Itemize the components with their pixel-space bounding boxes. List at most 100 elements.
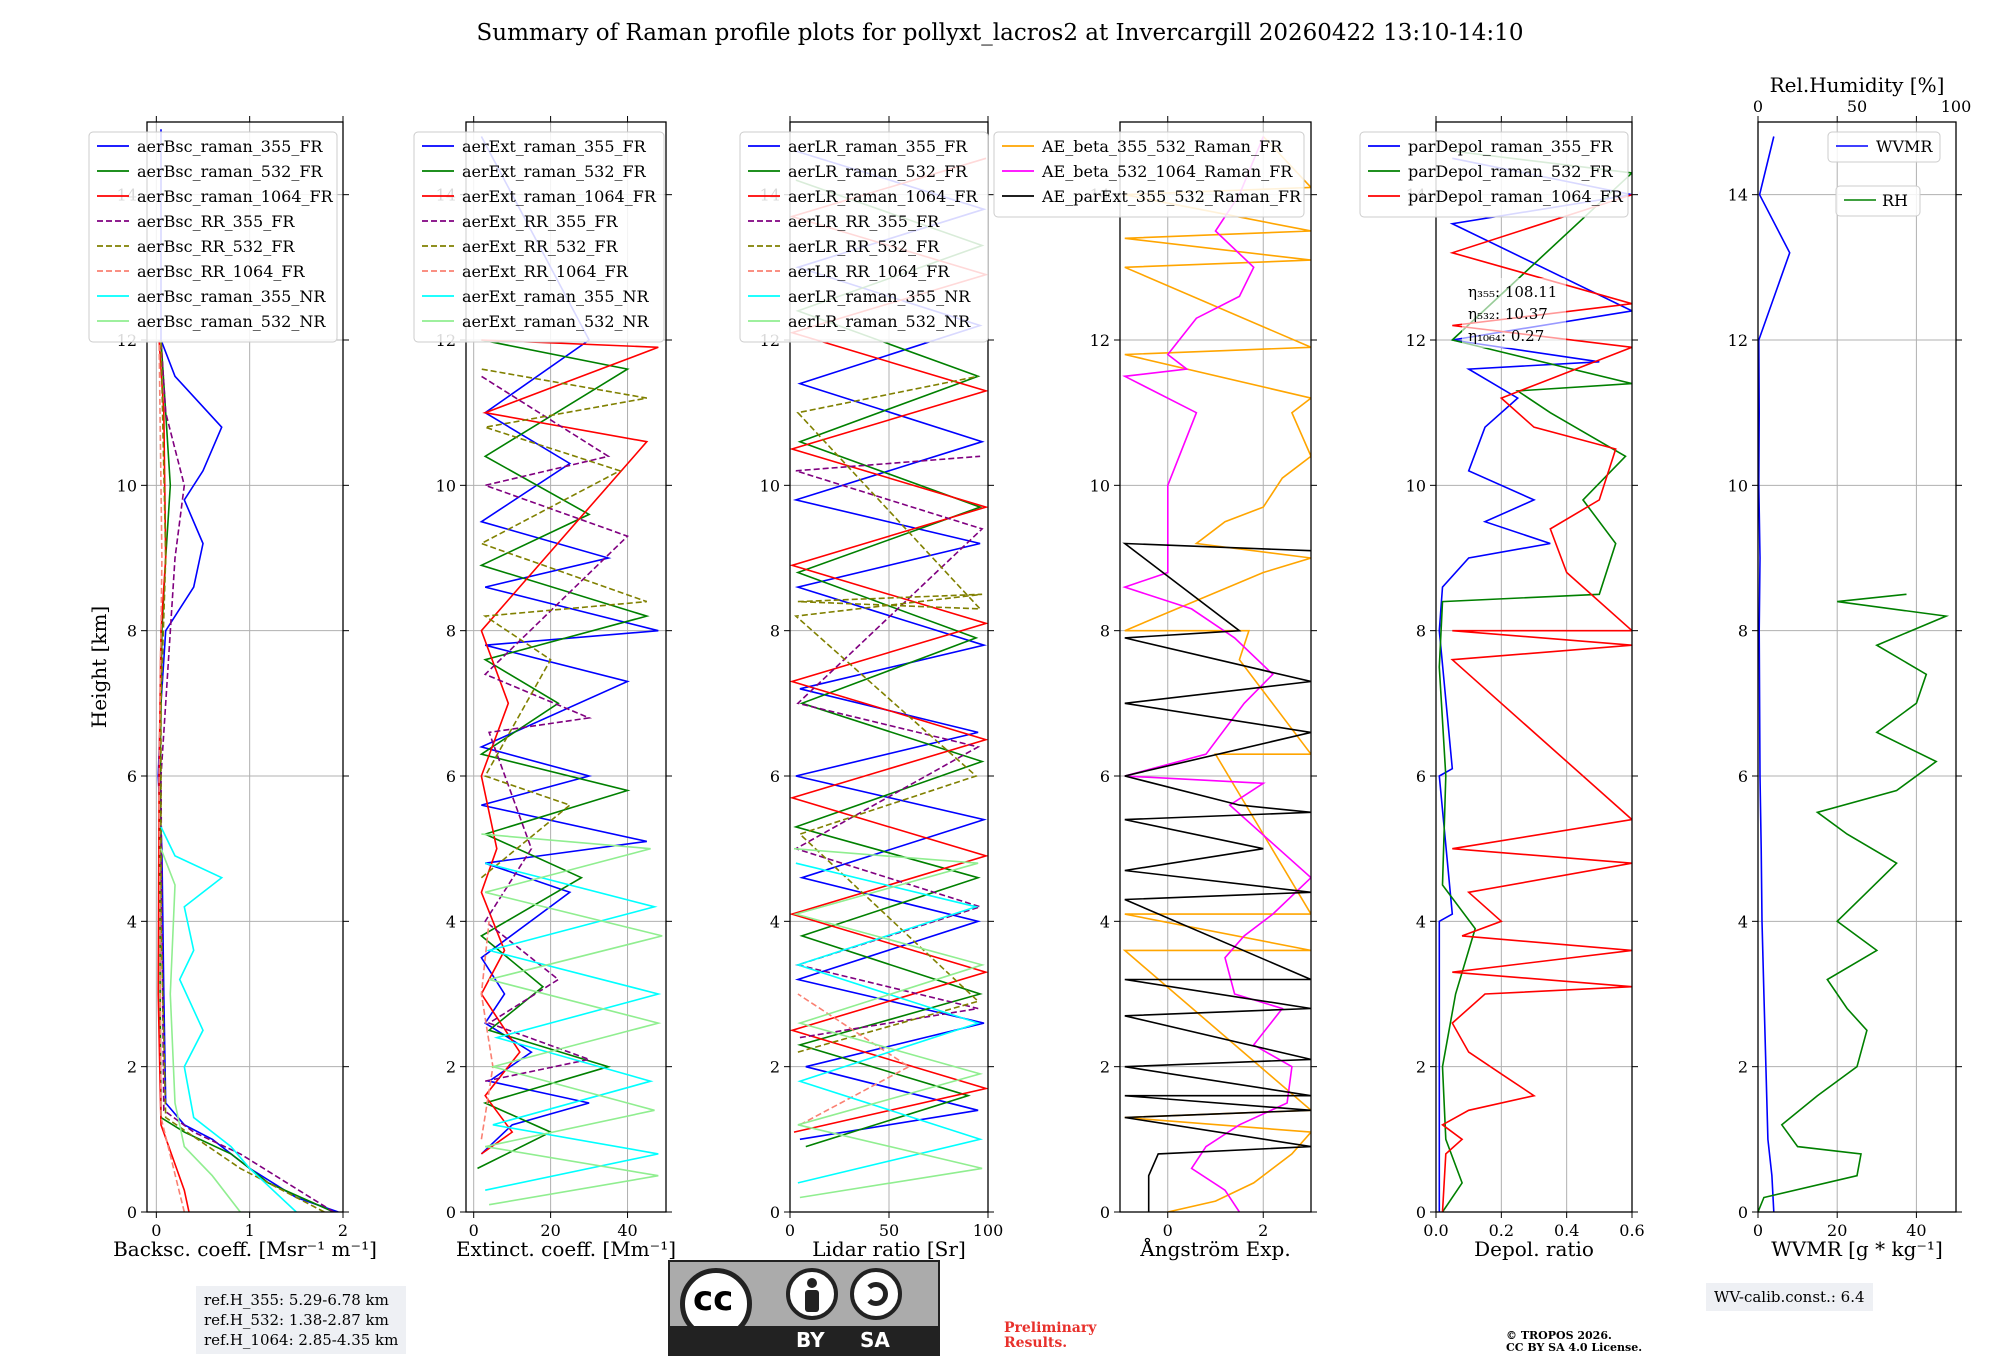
y-tick-label: 6 — [1100, 767, 1110, 786]
top-tick-label: 50 — [1847, 97, 1867, 116]
y-tick-label: 0 — [1100, 1203, 1110, 1222]
legend-label: aerLR_raman_532_NR — [788, 312, 971, 331]
x-tick-label: 0.6 — [1619, 1221, 1644, 1240]
eta-label: η₅₃₂: 10.37 — [1468, 305, 1548, 323]
ref-height-532: ref.H_532: 1.38-2.87 km — [204, 1311, 389, 1329]
y-tick-label: 2 — [1100, 1058, 1110, 1077]
legend-label: aerBsc_raman_532_NR — [137, 312, 326, 331]
y-tick-label: 2 — [446, 1058, 456, 1077]
y-tick-label: 10 — [436, 476, 456, 495]
series-aerExt_RR_532_FR — [479, 368, 648, 879]
series-aerBsc_RR_1064_FR — [158, 339, 186, 1212]
series-aerBsc_raman_355_NR — [160, 826, 297, 1212]
series-aerLR_raman_532_NR — [792, 847, 985, 1199]
legend-label: aerBsc_RR_1064_FR — [137, 262, 306, 281]
x-tick-label: 40 — [1906, 1221, 1926, 1240]
y-tick-label: 10 — [1406, 476, 1426, 495]
legend: aerExt_raman_355_FR aerExt_raman_532_FRae… — [413, 131, 665, 343]
y-tick-label: 12 — [1090, 331, 1110, 350]
x-tick-label: 50 — [879, 1221, 899, 1240]
x-axis-label: WVMR [g * kg⁻¹] — [1771, 1237, 1943, 1261]
x-tick-label: 0 — [785, 1221, 795, 1240]
eta-label: η₃₅₅: 108.11 — [1468, 283, 1557, 301]
legend-label: aerLR_RR_355_FR — [788, 212, 940, 231]
y-tick-label: 4 — [1738, 912, 1748, 931]
y-tick-label: 10 — [1728, 476, 1748, 495]
copyright-note: © TROPOS 2026. CC BY SA 4.0 License. — [1506, 1329, 1643, 1354]
y-tick-label: 6 — [1738, 767, 1748, 786]
y-tick-label: 4 — [1416, 912, 1426, 931]
y-tick-label: 4 — [1100, 912, 1110, 931]
legend-label: aerExt_raman_532_FR — [462, 162, 647, 181]
legend-label: aerLR_RR_532_FR — [788, 237, 940, 256]
legend-label: aerExt_raman_532_NR — [462, 312, 650, 331]
x-tick-label: 0 — [469, 1221, 479, 1240]
x-axis-label: Lidar ratio [Sr] — [812, 1237, 966, 1261]
axes-frame — [1119, 121, 1312, 1213]
sa-share-alike-icon — [850, 1268, 902, 1320]
y-tick-label: 0 — [1738, 1203, 1748, 1222]
series-aerLR_RR_355_FR — [793, 455, 984, 1039]
y-tick-label: 0 — [127, 1203, 137, 1222]
legend-label: aerBsc_RR_355_FR — [137, 212, 295, 231]
x-tick-label: 1 — [245, 1221, 255, 1240]
legend-box — [1835, 185, 1921, 217]
eta-box — [1462, 278, 1566, 348]
series-aerExt_raman_355_NR — [485, 862, 662, 1191]
eta-label: η₁₀₆₄: 0.27 — [1468, 327, 1544, 345]
x-tick-label: 40 — [617, 1221, 637, 1240]
x-axis-label: Backsc. coeff. [Msr⁻¹ m⁻¹] — [113, 1237, 377, 1261]
legend: WVMR RH — [1827, 131, 1941, 217]
legend-label: AE_parExt_355_532_Raman_FR — [1041, 187, 1302, 206]
x-tick-label: 0.4 — [1554, 1221, 1579, 1240]
y-tick-label: 4 — [446, 912, 456, 931]
legend-box — [1359, 131, 1629, 218]
preliminary-note: Preliminary Results. — [1004, 1320, 1097, 1351]
series-aerBsc_RR_532_FR — [160, 339, 325, 1212]
sa-label: SA — [860, 1328, 890, 1352]
x-tick-label: 0 — [151, 1221, 161, 1240]
y-tick-label: 8 — [446, 622, 456, 641]
series-group — [1758, 136, 1950, 1212]
panel-angstrom: 0246810121402Ångström Exp.AE_beta_355_53… — [993, 116, 1317, 1261]
y-tick-label: 10 — [117, 476, 137, 495]
legend-label: aerBsc_RR_532_FR — [137, 237, 295, 256]
series-parDepol_raman_532_FR — [1438, 150, 1632, 1212]
series-group — [1122, 135, 1311, 1212]
legend-label: aerExt_raman_1064_FR — [462, 187, 657, 206]
legend-label: aerExt_RR_1064_FR — [462, 262, 629, 281]
y-tick-label: 10 — [760, 476, 780, 495]
x-tick-label: 0 — [1163, 1221, 1173, 1240]
legend-label: parDepol_raman_355_FR — [1408, 137, 1614, 156]
legend-label: aerLR_raman_1064_FR — [788, 187, 978, 206]
legend-label: aerLR_raman_532_FR — [788, 162, 968, 181]
legend-label: parDepol_raman_532_FR — [1408, 162, 1614, 181]
series-parDepol_raman_1064_FR — [1441, 193, 1632, 1212]
legend-label: aerLR_raman_355_FR — [788, 137, 968, 156]
legend-label: aerExt_raman_355_FR — [462, 137, 647, 156]
series-aerLR_raman_532_FR — [793, 179, 985, 1148]
y-tick-label: 14 — [1728, 186, 1748, 205]
series-WVMR — [1758, 136, 1791, 1212]
panel-backscatter: 02468101214012Backsc. coeff. [Msr⁻¹ m⁻¹]… — [88, 116, 377, 1261]
axes-frame — [1435, 121, 1633, 1213]
wv-calib-box: WV-calib.const.: 6.4 — [1706, 1283, 1873, 1311]
ref-height-1064: ref.H_1064: 2.85-4.35 km — [204, 1331, 399, 1349]
cc-license-badge: cc BY SA — [668, 1260, 940, 1356]
x-tick-label: 20 — [540, 1221, 560, 1240]
legend-box — [993, 131, 1305, 218]
series-AE_parExt_355_532_Raman_FR — [1122, 542, 1311, 1212]
y-tick-label: 4 — [127, 912, 137, 931]
series-aerBsc_raman_1064_FR — [157, 339, 190, 1212]
series-aerLR_raman_355_FR — [792, 150, 988, 1141]
y-axis-label: Height [km] — [87, 606, 111, 728]
series-group — [477, 136, 663, 1206]
y-tick-label: 12 — [1406, 331, 1426, 350]
top-tick-label: 100 — [1941, 97, 1972, 116]
legend-label: aerBsc_raman_532_FR — [137, 162, 323, 181]
y-tick-label: 2 — [127, 1058, 137, 1077]
legend-label: aerExt_RR_355_FR — [462, 212, 619, 231]
series-aerExt_RR_355_FR — [480, 375, 629, 1082]
